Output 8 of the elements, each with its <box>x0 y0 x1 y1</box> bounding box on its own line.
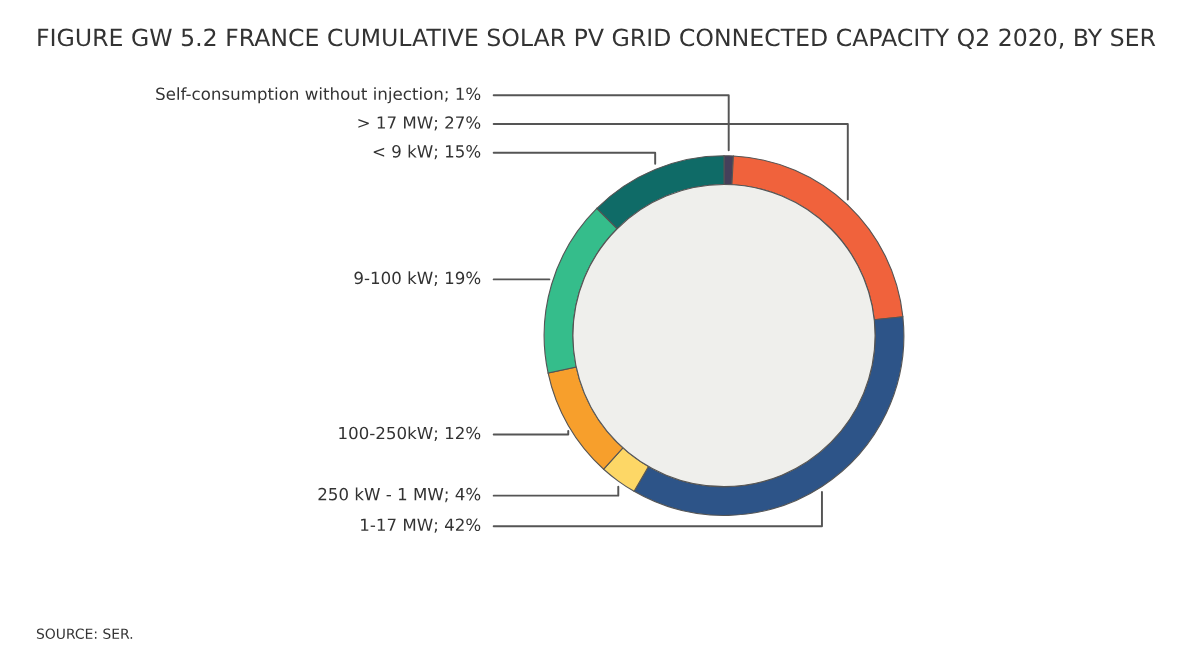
slice-label: 250 kW - 1 MW; 4% <box>318 487 481 503</box>
slice-label: Self-consumption without injection; 1% <box>156 87 481 104</box>
slice-label: 100-250kW; 12% <box>339 426 481 442</box>
slice-label: 9-100 kW; 19% <box>354 271 481 286</box>
chart-title: FIGURE GW 5.2 FRANCE CUMULATIVE SOLAR PV GRID CONNECTED CAPACITY Q2 2020, BY SER <box>38 28 1156 50</box>
slice-label: > 17 MW; 27% <box>358 116 481 131</box>
slice-label: 1-17 MW; 42% <box>361 518 481 533</box>
slice-label: < 9 kW; 15% <box>373 144 481 160</box>
